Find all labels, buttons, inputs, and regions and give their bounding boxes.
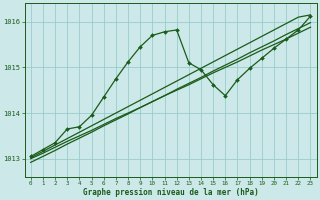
X-axis label: Graphe pression niveau de la mer (hPa): Graphe pression niveau de la mer (hPa)	[83, 188, 259, 197]
